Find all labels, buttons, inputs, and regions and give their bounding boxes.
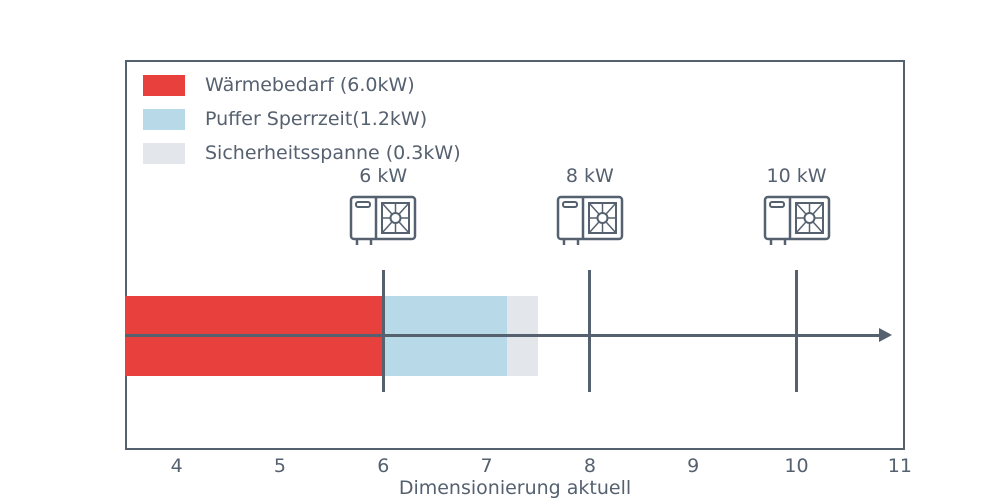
x-tick-label-7: 7 [480,455,493,477]
legend-swatch-puffer-sperrzeit [143,108,185,130]
heat-pump-icon-6kw [343,192,423,252]
x-axis-label: Dimensionierung aktuell [398,477,632,499]
legend-row-waermebedarf: Wärmebedarf (6.0kW) [143,74,461,96]
legend-row-sicherheitsspanne: Sicherheitsspanne (0.3kW) [143,142,461,164]
heat-pump-icon-8kw [550,192,630,252]
marker-label-6kw: 6 kW [359,165,408,187]
legend-label-waermebedarf: Wärmebedarf (6.0kW) [205,74,415,96]
axis-arrow-head [879,328,893,342]
legend-swatch-sicherheitsspanne [143,142,185,164]
plot-frame [125,60,905,450]
x-tick-label-10: 10 [784,455,809,477]
x-tick-label-8: 8 [583,455,596,477]
x-tick-label-9: 9 [687,455,700,477]
legend: Wärmebedarf (6.0kW) Puffer Sperrzeit(1.2… [143,74,461,176]
legend-label-sicherheitsspanne: Sicherheitsspanne (0.3kW) [205,142,461,164]
marker-label-10kw: 10 kW [766,165,827,187]
legend-row-puffer-sperrzeit: Puffer Sperrzeit(1.2kW) [143,108,461,130]
x-tick-label-11: 11 [887,455,912,477]
legend-swatch-waermebedarf [143,74,185,96]
heat-pump-icon-10kw [757,192,837,252]
marker-line-10kw [795,270,799,392]
legend-label-puffer-sperrzeit: Puffer Sperrzeit(1.2kW) [205,108,428,130]
marker-label-8kw: 8 kW [565,165,614,187]
marker-line-6kw [381,270,385,392]
marker-line-8kw [588,270,592,392]
x-tick-label-6: 6 [377,455,390,477]
axis-arrow-line [125,334,880,337]
x-tick-label-4: 4 [170,455,183,477]
x-tick-label-5: 5 [273,455,286,477]
